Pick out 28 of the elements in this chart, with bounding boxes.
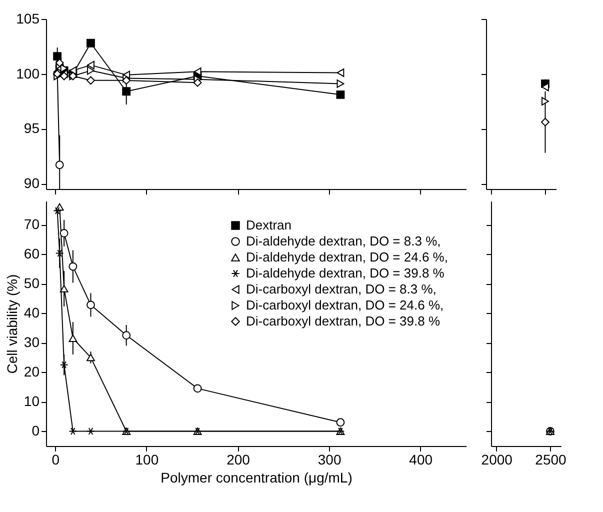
legend-label: Di-carboxyl dextran, DO = 8.3 %, (246, 282, 436, 296)
y-axis-title: Cell viability (%) (4, 274, 20, 374)
legend-label: Di-carboxyl dextran, DO = 24.6 %, (246, 298, 444, 312)
y-tick-label: 90 (24, 175, 40, 192)
x-tick-label: 2500 (535, 452, 567, 468)
y-tick-label: 30 (24, 334, 40, 350)
y-tick-label: 0 (32, 422, 40, 439)
y-tick-label: 50 (24, 275, 40, 292)
x-tick-label: 200 (226, 452, 250, 468)
x-tick-label: 2000 (481, 452, 513, 468)
x-tick-label: 100 (135, 452, 159, 468)
legend-label: Dextran (246, 218, 292, 232)
y-tick-label: 100 (16, 65, 40, 82)
y-tick-label: 60 (24, 246, 40, 262)
legend-label: Di-aldehyde dextran, DO = 24.6 %, (246, 250, 448, 264)
legend-label: Di-carboxyl dextran, DO = 39.8 % (246, 314, 440, 328)
x-tick-label: 300 (318, 452, 342, 468)
legend-label: Di-aldehyde dextran, DO = 39.8 % (246, 266, 445, 280)
x-tick-label: 0 (52, 452, 60, 468)
legend-label: Di-aldehyde dextran, DO = 8.3 %, (246, 234, 441, 248)
y-tick-label: 40 (24, 304, 40, 321)
y-tick-label: 20 (24, 364, 40, 380)
y-tick-label: 105 (16, 10, 40, 26)
y-tick-label: 95 (24, 120, 40, 136)
x-tick-label: 400 (409, 452, 433, 468)
x-axis-title: Polymer concentration (μg/mL) (160, 470, 352, 486)
y-tick-label: 70 (24, 216, 40, 232)
y-tick-label: 10 (24, 393, 40, 410)
